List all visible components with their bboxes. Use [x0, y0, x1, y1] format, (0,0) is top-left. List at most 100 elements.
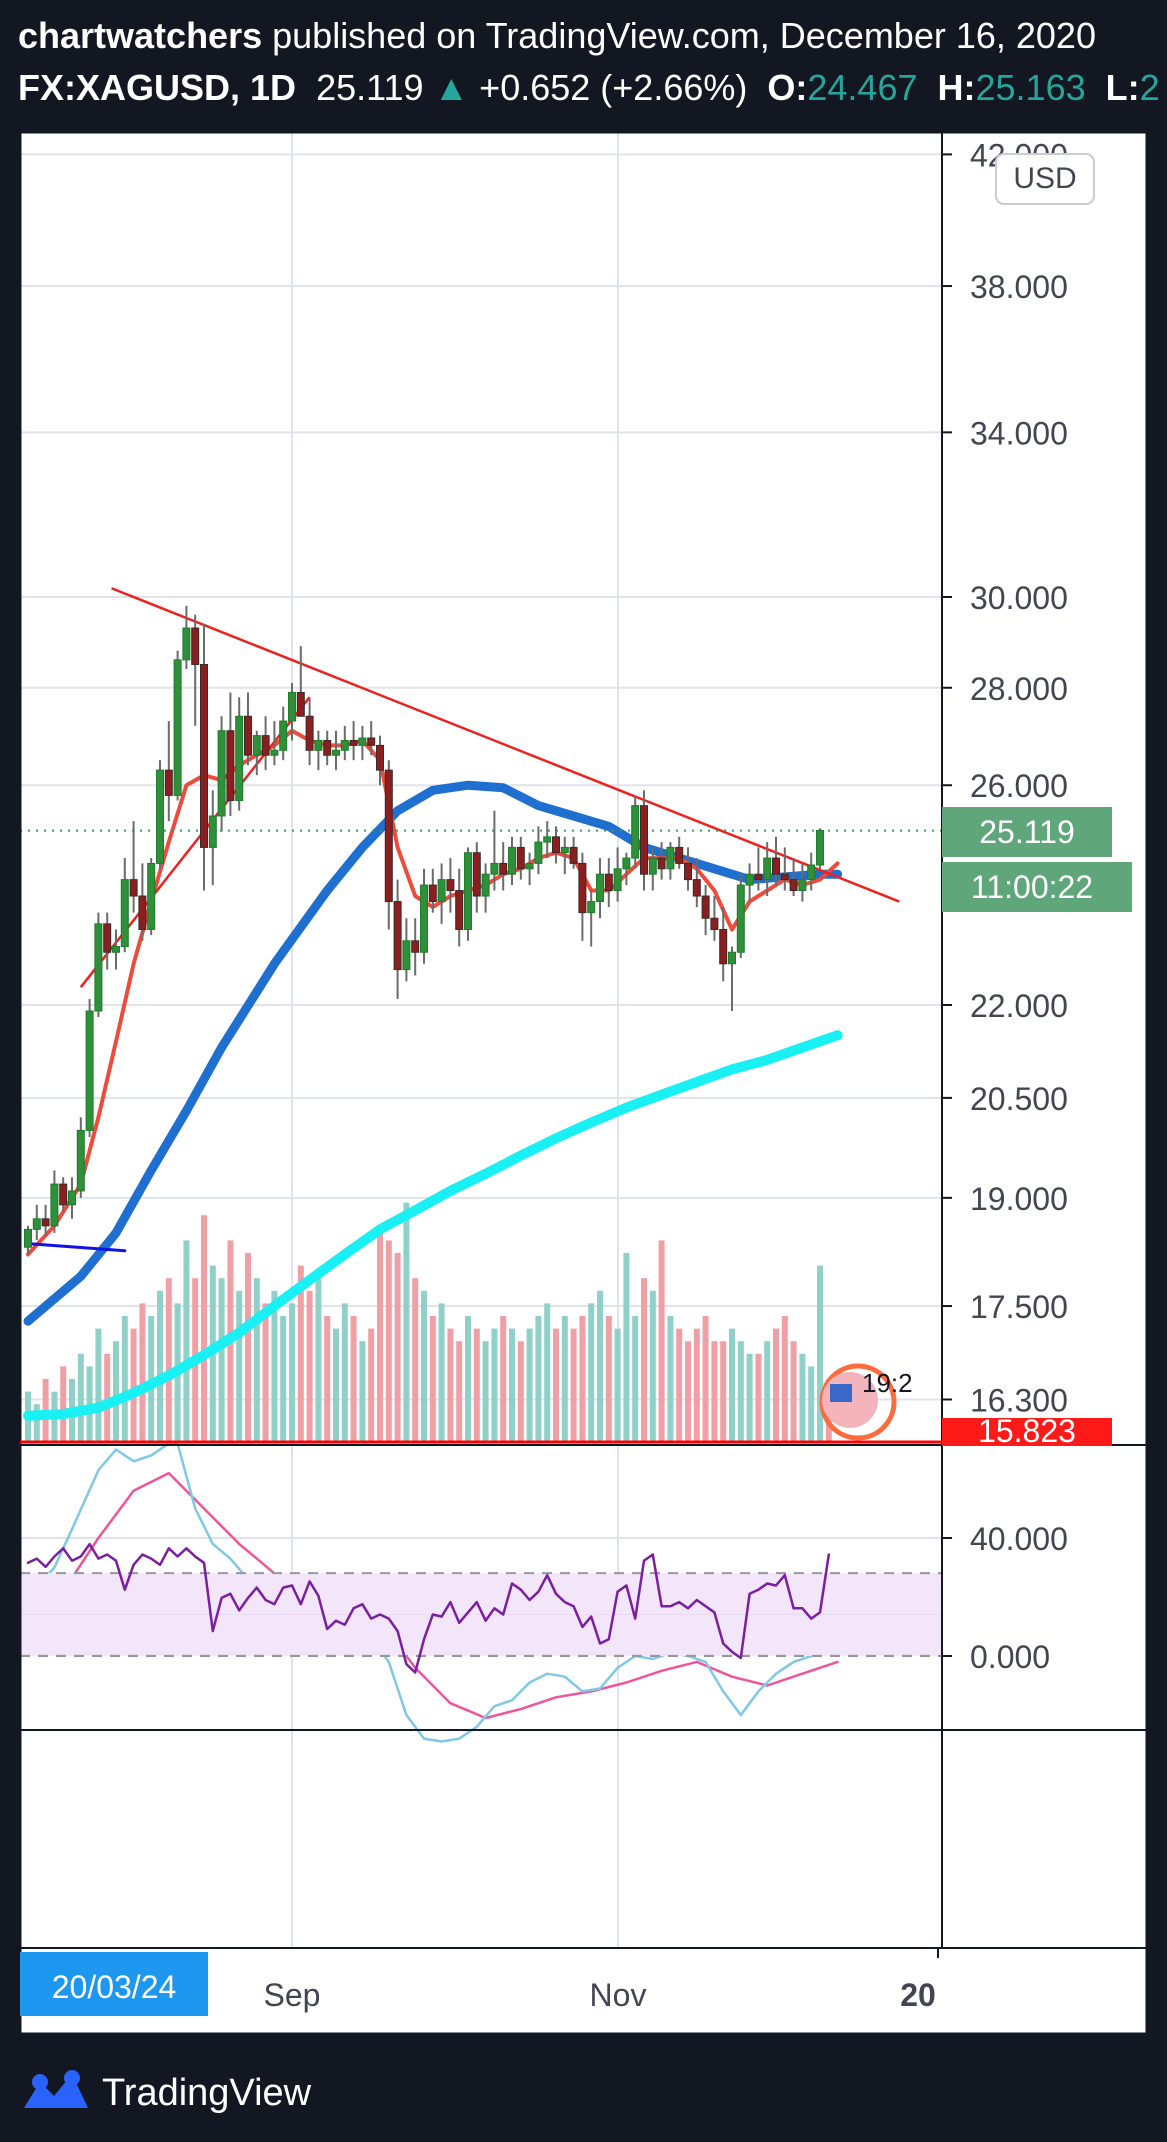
candle-down	[367, 737, 376, 746]
tradingview-brand[interactable]: TradingView	[102, 2072, 312, 2114]
candle-up	[736, 884, 745, 953]
candle-down	[349, 739, 358, 746]
candle-down	[552, 836, 560, 854]
volume-bar	[746, 1353, 753, 1442]
volume-bar	[579, 1316, 586, 1442]
countdown-label: 11:00:22	[971, 869, 1093, 905]
candle-up	[279, 720, 288, 751]
candle-up	[587, 901, 596, 914]
volume-bar	[509, 1328, 515, 1442]
candle-down	[710, 917, 719, 930]
volume-bar	[817, 1265, 823, 1442]
volume-bar	[33, 1404, 40, 1442]
volume-bar	[561, 1316, 568, 1442]
up-arrow-icon: ▲	[433, 67, 470, 108]
rsi-pane	[20, 1542, 942, 1948]
volume-bar	[667, 1316, 674, 1442]
candle-down	[640, 805, 648, 875]
volume-bar	[121, 1316, 128, 1442]
volume-bar	[737, 1341, 744, 1442]
time-label: Nov	[590, 1977, 647, 2013]
short-blue-trend-line	[26, 1242, 127, 1253]
candle-up	[420, 884, 428, 953]
volume-bar	[289, 1303, 295, 1442]
candle-down	[789, 879, 798, 892]
candle-up	[728, 951, 736, 965]
volume-bar	[799, 1353, 806, 1442]
cursor-time-label: 20/03/24	[52, 1969, 177, 2005]
price-tick-label: 26.000	[970, 768, 1068, 804]
candle-up	[560, 846, 569, 854]
volume-bar	[570, 1328, 577, 1442]
volume-bar	[588, 1303, 595, 1442]
candle-down	[103, 923, 112, 953]
volume-bar	[324, 1316, 331, 1442]
candle-up	[525, 862, 534, 870]
candle-down	[59, 1183, 68, 1206]
candle-down	[244, 715, 252, 756]
candle-down	[516, 846, 525, 870]
symbol-line: FX:XAGUSD, 1D 25.119 ▲ +0.652 (+2.66%) O…	[18, 66, 1160, 110]
open-value: 24.467	[807, 67, 918, 108]
candle-up	[622, 857, 631, 870]
candle-down	[191, 627, 200, 665]
volume-bar	[755, 1353, 762, 1442]
price-tick-label: 30.000	[970, 580, 1068, 616]
candle-down	[780, 873, 789, 881]
candle-down	[701, 895, 710, 919]
tradingview-logo-icon[interactable]	[20, 2068, 92, 2118]
volume-bar	[377, 1227, 383, 1442]
candle-down	[604, 873, 613, 892]
volume-bar	[693, 1328, 700, 1442]
bottom-price-badge	[942, 1418, 1112, 1446]
volume-bar	[333, 1328, 339, 1442]
last-price-badge	[942, 807, 1112, 857]
volume-bar	[253, 1278, 260, 1442]
candle-down	[41, 1218, 50, 1227]
volume-bar	[429, 1316, 436, 1442]
currency-button[interactable]	[995, 153, 1095, 205]
price-tick-label: 34.000	[970, 415, 1068, 451]
volume-bar	[676, 1328, 683, 1442]
candle-up	[807, 864, 816, 881]
price-tick-label: 17.500	[970, 1289, 1068, 1325]
candle-down	[138, 895, 147, 930]
volume-bar	[764, 1341, 771, 1442]
open-label: O:	[767, 67, 808, 108]
volume-bar	[262, 1303, 269, 1442]
candle-up	[85, 1010, 94, 1131]
volume-bar	[60, 1366, 67, 1442]
currency-label: USD	[1013, 162, 1076, 195]
volume-bar	[729, 1328, 735, 1442]
candle-up	[288, 691, 296, 722]
candle-up	[631, 805, 640, 859]
author-name[interactable]: chartwatchers	[18, 15, 263, 56]
volume-bar	[614, 1328, 621, 1442]
candle-up	[745, 873, 754, 886]
candle-up	[270, 749, 279, 756]
bottom-price-label: 15.823	[978, 1413, 1076, 1449]
candle-down	[754, 873, 763, 881]
volume-bar	[544, 1303, 551, 1442]
volume-bar	[306, 1290, 313, 1442]
candle-down	[772, 857, 780, 875]
candle-up	[314, 739, 323, 751]
volume-bar	[201, 1215, 207, 1442]
candle-down	[446, 879, 455, 892]
macd-tick-label: 0.000	[970, 1639, 1050, 1675]
candle-down	[472, 852, 481, 897]
long-moving-average-line	[23, 1030, 843, 1421]
sma-50-line	[23, 780, 843, 1326]
low-value: 2	[1139, 67, 1160, 108]
us-flag-icon[interactable]	[819, 1363, 897, 1441]
published-text: published on TradingView.com, December 1…	[272, 15, 1096, 56]
outer-border	[18, 132, 1149, 2036]
candle-down	[393, 901, 402, 971]
macd-line	[26, 1442, 839, 1743]
volume-bar	[77, 1353, 84, 1442]
candle-up	[358, 737, 367, 746]
rsi-line	[26, 1542, 831, 1674]
candle-down	[455, 890, 464, 930]
candle-down	[164, 769, 173, 796]
volume-bar	[412, 1278, 419, 1442]
